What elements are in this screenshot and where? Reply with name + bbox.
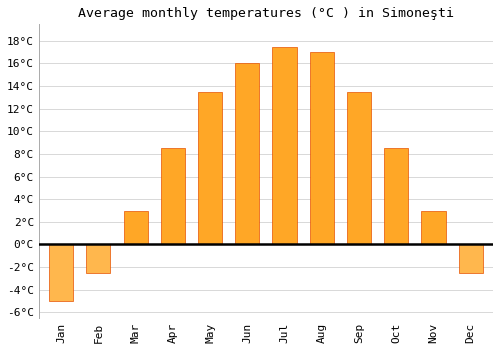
Bar — [384, 148, 408, 244]
Bar — [124, 210, 148, 244]
Bar — [160, 148, 185, 244]
Bar — [272, 47, 296, 244]
Bar — [198, 92, 222, 244]
Bar — [310, 52, 334, 244]
Bar — [49, 244, 73, 301]
Bar — [235, 63, 260, 244]
Bar — [422, 210, 446, 244]
Title: Average monthly temperatures (°C ) in Simoneşti: Average monthly temperatures (°C ) in Si… — [78, 7, 454, 20]
Bar — [86, 244, 110, 273]
Bar — [347, 92, 371, 244]
Bar — [458, 244, 483, 273]
